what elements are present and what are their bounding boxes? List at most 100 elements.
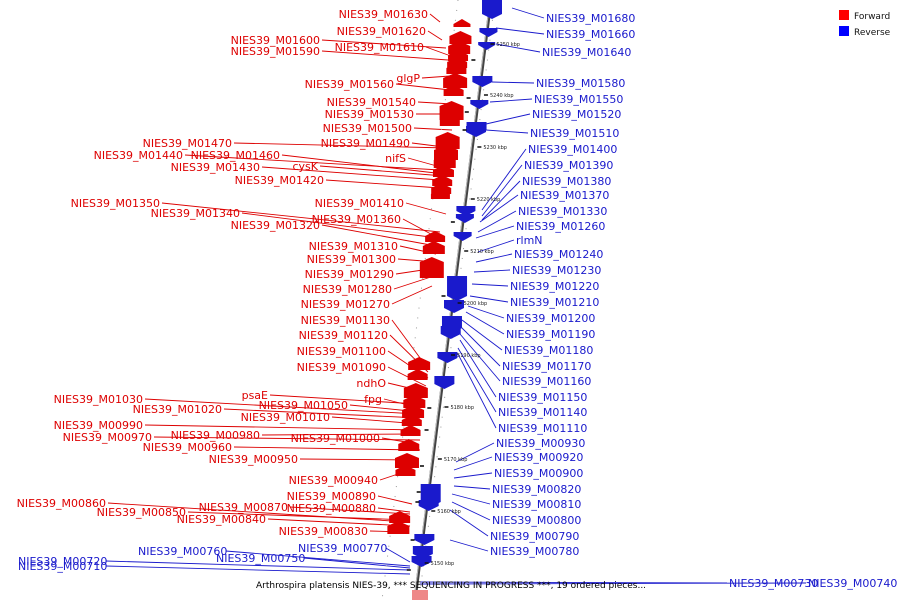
forward-connector [421, 75, 451, 79]
reverse-gene-arrow [434, 376, 455, 389]
sequence-caption: Arthrospira platensis NIES-39, *** SEQUE… [256, 581, 646, 591]
forward-gene-label: NIES39_M01460 [191, 149, 280, 162]
forward-gene-label: NIES39_M00830 [279, 525, 368, 538]
scale-tick-label: 5220 kbp [477, 197, 501, 203]
reverse-gene-label: NIES39_M01580 [536, 77, 625, 90]
forward-gene-label: NIES39_M01030 [54, 393, 143, 406]
reverse-gene-arrow [478, 42, 496, 50]
forward-gene-label: psaE [242, 389, 268, 402]
forward-gene-label: NIES39_M01590 [231, 45, 320, 58]
reverse-gene-arrow [456, 206, 476, 216]
forward-connector [281, 154, 445, 175]
legend-forward-label: Forward [854, 12, 890, 22]
reverse-connector [449, 509, 489, 537]
forward-gene-label: NIES39_M01440 [94, 149, 183, 162]
forward-gene-label: NIES39_M01610 [335, 41, 424, 54]
reverse-gene-label: NIES39_M01510 [530, 127, 619, 140]
legend-forward-swatch [839, 10, 849, 20]
forward-gene-label: NIES39_M01540 [327, 96, 416, 109]
forward-gene-arrow [449, 31, 472, 44]
forward-connector [269, 394, 419, 405]
forward-gene-arrow [403, 395, 426, 408]
forward-connector [425, 46, 449, 56]
forward-track-guide [381, 0, 459, 601]
forward-gene-label: NIES39_M01500 [323, 122, 412, 135]
reverse-connector [485, 129, 529, 134]
scale-tick-label: 5200 kbp [464, 301, 488, 307]
forward-connector [187, 511, 411, 521]
forward-gene-arrow [434, 145, 458, 160]
forward-gene-arrow [395, 465, 416, 476]
forward-gene-arrow [443, 85, 464, 96]
reverse-connector [477, 210, 517, 233]
reverse-gene-label: NIES39_M01140 [498, 406, 587, 419]
forward-gene-label: NIES39_M01280 [303, 283, 392, 296]
reverse-gene-label: NIES39_M01680 [546, 12, 635, 25]
reverse-connector [455, 442, 495, 463]
reverse-gene-label: NIES39_M00770 [298, 542, 387, 555]
forward-connector [223, 408, 421, 419]
reverse-gene-arrow [418, 500, 439, 511]
reverse-gene-arrow [472, 76, 493, 87]
forward-gene-arrow [403, 383, 428, 398]
reverse-connector [477, 239, 515, 253]
forward-gene-arrow [425, 231, 446, 242]
forward-gene-arrow [422, 241, 445, 254]
forward-gene-arrow [408, 357, 431, 370]
reverse-connector [419, 582, 807, 585]
reverse-connector [457, 347, 497, 413]
reverse-gene-label: NIES39_M01380 [522, 175, 611, 188]
reverse-connector [473, 269, 511, 273]
reverse-gene-arrow [440, 326, 461, 339]
forward-connector [144, 424, 421, 431]
scale-ticks: 5150 kbp 5160 kbp 5170 kbp 5180 kbp 5190 kbp… [424, 42, 520, 567]
reverse-gene-arrow [455, 214, 474, 223]
forward-gene-arrow [407, 369, 428, 380]
forward-connector [405, 202, 447, 215]
forward-gene-label: NIES39_M01420 [235, 174, 324, 187]
forward-connector [241, 212, 439, 239]
forward-gene-label: NIES39_M01120 [299, 329, 388, 342]
legend-reverse-label: Reverse [854, 28, 891, 38]
forward-gene-label: NIES39_M01630 [339, 8, 428, 21]
reverse-connector [105, 565, 411, 575]
reverse-connector [495, 27, 545, 35]
forward-gene-label: NIES39_M01360 [312, 213, 401, 226]
reverse-gene-label: NIES39_M00750 [216, 552, 305, 565]
reverse-connector [481, 148, 527, 211]
reverse-gene-arrow [437, 352, 458, 363]
reverse-gene-label: rlmN [516, 234, 543, 247]
forward-gene-label: NIES39_M00960 [143, 441, 232, 454]
forward-gene-label: fpg [364, 393, 382, 406]
reverse-gene-label: NIES39_M01330 [518, 205, 607, 218]
reverse-gene-arrow [412, 546, 433, 559]
reverse-connector [453, 456, 493, 471]
forward-gene-arrow [446, 63, 467, 74]
reverse-gene-label: NIES39_M00920 [494, 451, 583, 464]
forward-gene-label: NIES39_M01000 [291, 432, 380, 445]
reverse-gene-label: NIES39_M00710 [18, 560, 107, 573]
scale-tick-label: 5210 kbp [470, 249, 494, 255]
scale-tick-label: 5150 kbp [431, 561, 455, 567]
forward-gene-label: NIES39_M01270 [301, 298, 390, 311]
forward-gene-arrow [400, 425, 421, 436]
forward-gene-arrow [398, 439, 420, 451]
reverse-connector [461, 319, 503, 351]
reverse-connector [511, 7, 545, 19]
scale-tick-label: 5190 kbp [457, 353, 481, 359]
forward-gene-label: NIES39_M01530 [325, 108, 414, 121]
reverse-gene-label: NIES39_M00720 [18, 555, 107, 568]
forward-gene-label: NIES39_M01310 [309, 240, 398, 253]
forward-connector [391, 285, 433, 305]
reverse-gene-label: NIES39_M01170 [502, 360, 591, 373]
forward-gene-label: NIES39_M00880 [287, 502, 376, 515]
forward-gene-arrow [401, 415, 422, 426]
forward-gene-label: nifS [385, 152, 406, 165]
reverse-connector [303, 557, 411, 569]
reverse-gene-label: NIES39_M01210 [510, 296, 599, 309]
forward-gene-label: NIES39_M00860 [17, 497, 106, 510]
reverse-connector [465, 311, 505, 335]
reverse-gene-label: NIES39_M01390 [524, 159, 613, 172]
reverse-gene-label: NIES39_M00760 [138, 545, 227, 558]
